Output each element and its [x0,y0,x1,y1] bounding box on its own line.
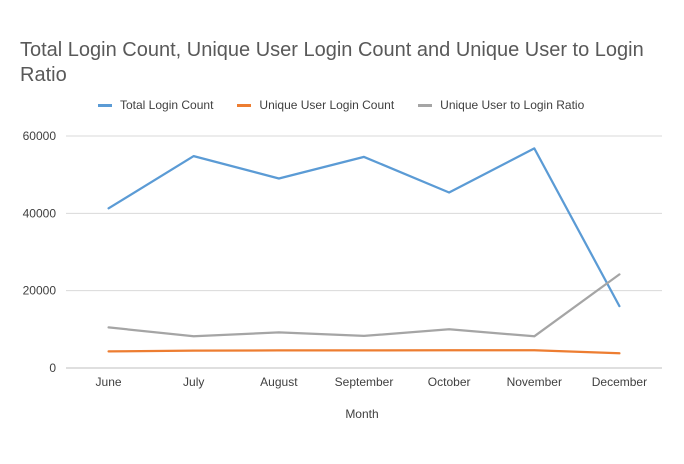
data-point [618,305,621,307]
legend-label-total-login-count: Total Login Count [120,98,214,112]
x-tick-label: December [592,375,647,389]
data-point [533,147,536,150]
data-point [618,273,621,276]
data-point [278,331,280,334]
legend-swatch-unique-user-login-count [237,103,252,107]
x-tick-label: October [428,375,471,389]
legend-label-unique-user-login-count: Unique User Login Count [259,98,395,112]
data-point [192,349,195,352]
x-axis-title: Month [345,407,378,421]
legend-item-unique-user-to-login-ratio: Unique User to Login Ratio [418,98,584,112]
data-point [533,335,536,338]
x-tick-label: August [260,375,298,389]
x-tick-label: June [96,375,122,389]
data-point [618,352,621,355]
legend-item-unique-user-login-count: Unique User Login Count [237,98,394,112]
y-axis-tick-labels: 0 20000 40000 60000 [23,129,57,375]
y-tick-label: 20000 [23,284,57,298]
legend-label-unique-user-to-login-ratio: Unique User to Login Ratio [440,98,585,112]
data-point [533,349,536,352]
series-line-unique-user-to-login-ratio [107,273,621,338]
gridlines [66,135,662,369]
data-point [107,326,110,329]
x-tick-label: July [183,375,204,389]
legend-swatch-unique-user-to-login-ratio [418,103,433,107]
chart-legend: Total Login Count Unique User Login Coun… [98,98,608,112]
data-point [448,328,450,331]
x-tick-label: September [335,375,394,389]
legend-item-total-login-count: Total Login Count [98,98,213,112]
chart-title: Total Login Count, Unique User Login Cou… [20,39,644,86]
data-point [107,207,110,210]
data-point [278,349,280,352]
y-tick-label: 60000 [23,129,57,143]
data-point [448,191,450,194]
x-tick-label: November [507,375,562,389]
data-point [363,349,365,352]
x-axis-tick-labels: June July August September October November De… [96,375,648,389]
y-tick-label: 0 [49,361,56,375]
data-point [448,349,450,352]
data-point [192,335,195,338]
y-tick-label: 40000 [23,206,57,220]
data-point [278,177,280,180]
legend-swatch-total-login-count [98,103,112,107]
series-line-total-login-count [107,147,621,308]
data-point [192,155,195,157]
data-point [363,156,365,158]
data-point [107,350,110,353]
data-point [363,335,365,337]
series-lines [107,147,621,355]
